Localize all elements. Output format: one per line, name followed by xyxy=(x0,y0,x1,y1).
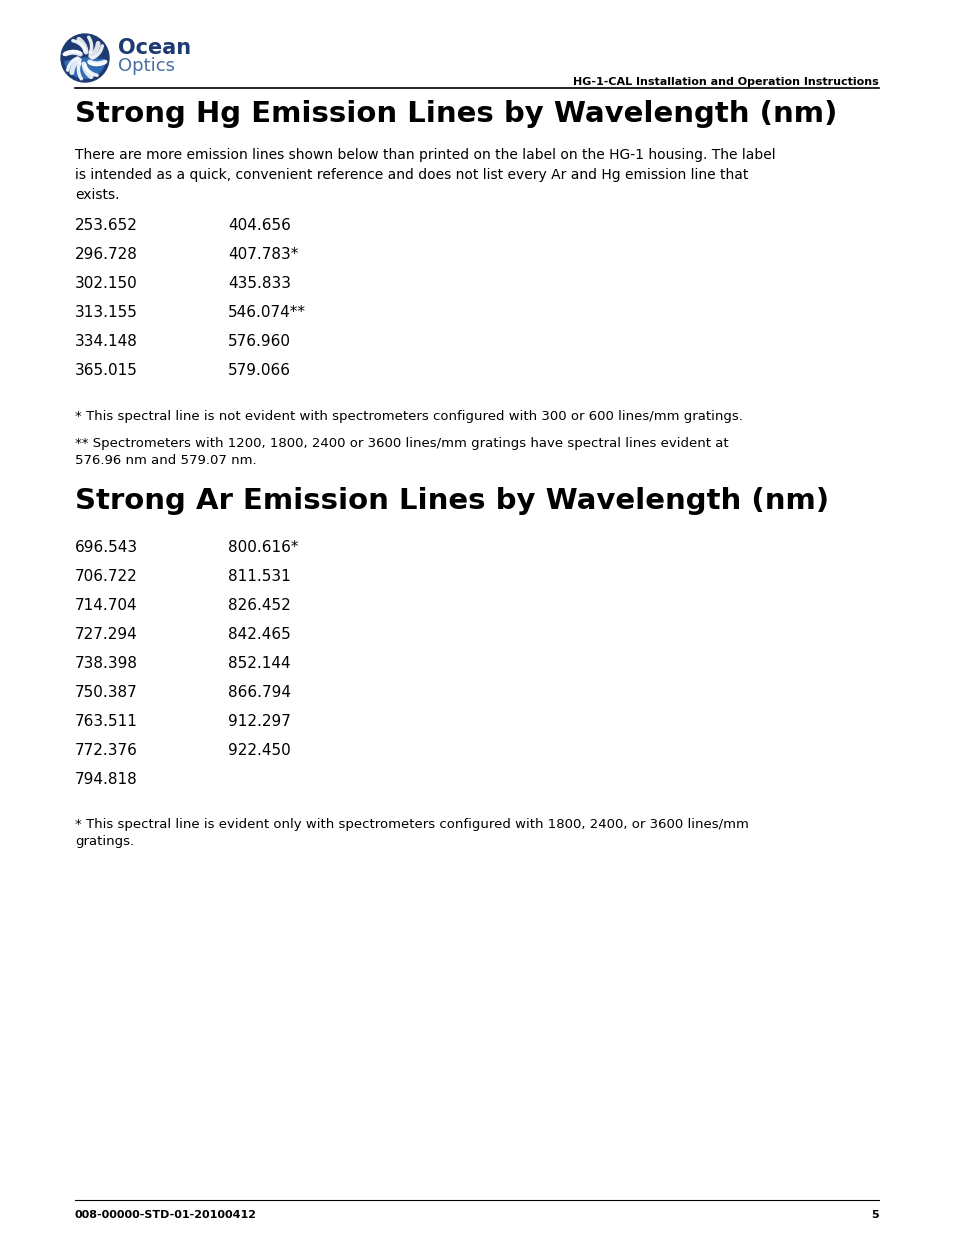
Text: 922.450: 922.450 xyxy=(228,743,291,758)
Text: 546.074**: 546.074** xyxy=(228,305,306,320)
Text: 579.066: 579.066 xyxy=(228,363,291,378)
Text: 826.452: 826.452 xyxy=(228,598,291,613)
Text: 576.960: 576.960 xyxy=(228,333,291,350)
Text: 302.150: 302.150 xyxy=(75,275,137,291)
Text: 313.155: 313.155 xyxy=(75,305,138,320)
Text: 811.531: 811.531 xyxy=(228,569,291,584)
Text: 404.656: 404.656 xyxy=(228,219,291,233)
Text: Optics: Optics xyxy=(118,57,174,75)
Text: Ocean: Ocean xyxy=(118,38,191,58)
Text: * This spectral line is evident only with spectrometers configured with 1800, 24: * This spectral line is evident only wit… xyxy=(75,818,748,848)
Text: 365.015: 365.015 xyxy=(75,363,138,378)
Text: 727.294: 727.294 xyxy=(75,627,137,642)
Text: 407.783*: 407.783* xyxy=(228,247,298,262)
Text: 912.297: 912.297 xyxy=(228,714,291,729)
Text: 714.704: 714.704 xyxy=(75,598,137,613)
Text: 008-00000-STD-01-20100412: 008-00000-STD-01-20100412 xyxy=(75,1210,256,1220)
Text: 842.465: 842.465 xyxy=(228,627,291,642)
Wedge shape xyxy=(65,58,105,78)
Text: 772.376: 772.376 xyxy=(75,743,138,758)
Text: 852.144: 852.144 xyxy=(228,656,291,671)
Text: ** Spectrometers with 1200, 1800, 2400 or 3600 lines/mm gratings have spectral l: ** Spectrometers with 1200, 1800, 2400 o… xyxy=(75,437,728,467)
Text: 763.511: 763.511 xyxy=(75,714,138,729)
Text: 435.833: 435.833 xyxy=(228,275,291,291)
Text: Strong Ar Emission Lines by Wavelength (nm): Strong Ar Emission Lines by Wavelength (… xyxy=(75,487,828,515)
Text: 800.616*: 800.616* xyxy=(228,540,298,555)
Text: 5: 5 xyxy=(870,1210,878,1220)
Circle shape xyxy=(61,35,109,82)
Text: 296.728: 296.728 xyxy=(75,247,138,262)
Text: 334.148: 334.148 xyxy=(75,333,138,350)
Text: Strong Hg Emission Lines by Wavelength (nm): Strong Hg Emission Lines by Wavelength (… xyxy=(75,100,837,128)
Text: 253.652: 253.652 xyxy=(75,219,138,233)
Text: 794.818: 794.818 xyxy=(75,772,137,787)
Text: 866.794: 866.794 xyxy=(228,685,291,700)
Text: HG-1-CAL Installation and Operation Instructions: HG-1-CAL Installation and Operation Inst… xyxy=(573,77,878,86)
Text: 706.722: 706.722 xyxy=(75,569,137,584)
Text: 696.543: 696.543 xyxy=(75,540,138,555)
Text: * This spectral line is not evident with spectrometers configured with 300 or 60: * This spectral line is not evident with… xyxy=(75,410,742,424)
Text: 750.387: 750.387 xyxy=(75,685,137,700)
Text: There are more emission lines shown below than printed on the label on the HG-1 : There are more emission lines shown belo… xyxy=(75,148,775,203)
Text: 738.398: 738.398 xyxy=(75,656,138,671)
